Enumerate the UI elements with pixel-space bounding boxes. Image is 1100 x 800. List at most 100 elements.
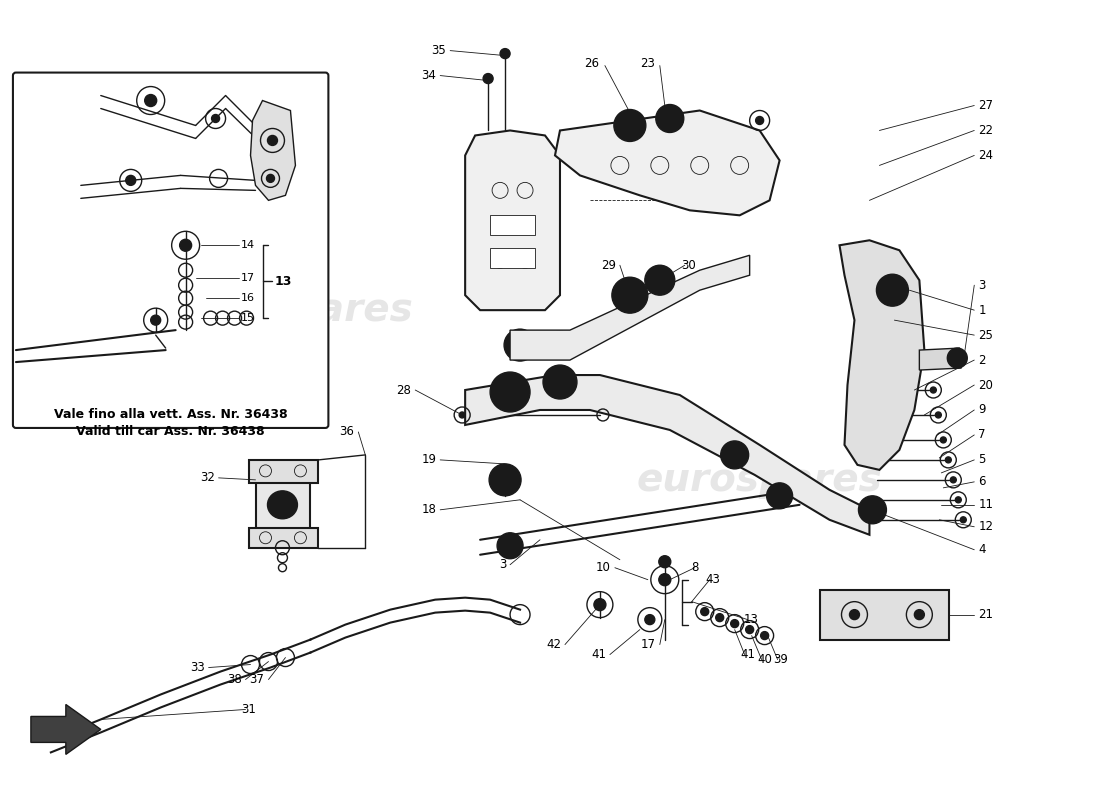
Text: Vale fino alla vett. Ass. Nr. 36438: Vale fino alla vett. Ass. Nr. 36438 (54, 409, 287, 422)
Circle shape (497, 533, 522, 558)
Circle shape (179, 239, 191, 251)
Text: 9: 9 (978, 403, 986, 417)
Text: 7: 7 (978, 429, 986, 442)
Circle shape (645, 266, 674, 295)
Polygon shape (920, 348, 961, 370)
Text: 11: 11 (978, 498, 993, 511)
Text: 24: 24 (978, 149, 993, 162)
Text: 34: 34 (421, 69, 437, 82)
Text: 4: 4 (978, 543, 986, 556)
Circle shape (151, 315, 161, 325)
Text: 33: 33 (190, 661, 205, 674)
Ellipse shape (275, 498, 289, 511)
Circle shape (546, 331, 574, 359)
Text: 13: 13 (275, 274, 292, 288)
Circle shape (849, 610, 859, 620)
Text: 40: 40 (758, 653, 772, 666)
Text: 41: 41 (591, 648, 606, 661)
FancyBboxPatch shape (13, 73, 329, 428)
Text: 3: 3 (498, 558, 506, 571)
Circle shape (955, 497, 961, 503)
Text: 35: 35 (431, 44, 447, 57)
Circle shape (720, 441, 749, 469)
Polygon shape (465, 130, 560, 310)
Text: 10: 10 (596, 562, 611, 574)
Polygon shape (255, 480, 310, 530)
Circle shape (500, 49, 510, 58)
Text: 17: 17 (241, 274, 255, 283)
Text: 1: 1 (978, 304, 986, 317)
Text: 20: 20 (978, 378, 993, 391)
Circle shape (145, 94, 156, 106)
Circle shape (504, 329, 536, 361)
Text: 38: 38 (227, 673, 242, 686)
Circle shape (858, 496, 887, 524)
Text: 29: 29 (601, 258, 616, 272)
Polygon shape (510, 255, 750, 360)
Circle shape (614, 110, 646, 142)
Text: Valid till car Ass. Nr. 36438: Valid till car Ass. Nr. 36438 (76, 426, 265, 438)
Polygon shape (491, 215, 535, 235)
Polygon shape (251, 101, 296, 200)
Circle shape (877, 274, 909, 306)
Text: eurospares: eurospares (167, 291, 414, 329)
Circle shape (914, 610, 924, 620)
Text: 30: 30 (681, 258, 695, 272)
Text: 28: 28 (396, 383, 411, 397)
Text: 15: 15 (241, 313, 254, 323)
Circle shape (960, 517, 966, 522)
Circle shape (950, 477, 956, 483)
Text: 2: 2 (978, 354, 986, 366)
Text: 19: 19 (421, 454, 437, 466)
Polygon shape (556, 110, 780, 215)
Circle shape (267, 135, 277, 146)
Circle shape (483, 74, 493, 83)
Circle shape (767, 483, 793, 509)
Text: 32: 32 (200, 471, 214, 484)
Text: 37: 37 (250, 673, 264, 686)
Text: 14: 14 (241, 240, 255, 250)
Circle shape (645, 614, 654, 625)
Circle shape (756, 117, 763, 125)
Text: 23: 23 (640, 57, 654, 70)
Circle shape (659, 574, 671, 586)
Text: 39: 39 (773, 653, 789, 666)
Circle shape (701, 608, 708, 616)
Ellipse shape (267, 491, 297, 518)
Circle shape (612, 278, 648, 313)
Circle shape (730, 620, 739, 628)
Text: 25: 25 (978, 329, 993, 342)
Polygon shape (820, 590, 949, 639)
Circle shape (125, 175, 135, 186)
Circle shape (656, 105, 684, 133)
Text: 27: 27 (978, 99, 993, 112)
Circle shape (947, 348, 967, 368)
Polygon shape (249, 460, 318, 483)
Circle shape (935, 412, 942, 418)
Text: 26: 26 (584, 57, 598, 70)
Circle shape (459, 412, 465, 418)
Text: 31: 31 (242, 703, 256, 716)
Text: 43: 43 (706, 573, 721, 586)
Circle shape (491, 372, 530, 412)
Text: 42: 42 (546, 638, 561, 651)
Polygon shape (249, 528, 318, 548)
Circle shape (211, 114, 220, 122)
Text: 5: 5 (978, 454, 986, 466)
Circle shape (594, 598, 606, 610)
Polygon shape (31, 705, 101, 754)
Text: 3: 3 (978, 278, 986, 292)
Text: 36: 36 (340, 426, 354, 438)
Circle shape (543, 365, 578, 399)
Circle shape (760, 631, 769, 639)
Circle shape (659, 556, 671, 568)
Text: 6: 6 (978, 475, 986, 488)
Text: 16: 16 (241, 293, 254, 303)
Text: 41: 41 (740, 648, 756, 661)
Text: 8: 8 (691, 562, 698, 574)
Text: 21: 21 (978, 608, 993, 621)
Text: eurospares: eurospares (637, 461, 882, 499)
Circle shape (266, 174, 275, 182)
Polygon shape (839, 240, 924, 470)
Circle shape (940, 437, 946, 443)
